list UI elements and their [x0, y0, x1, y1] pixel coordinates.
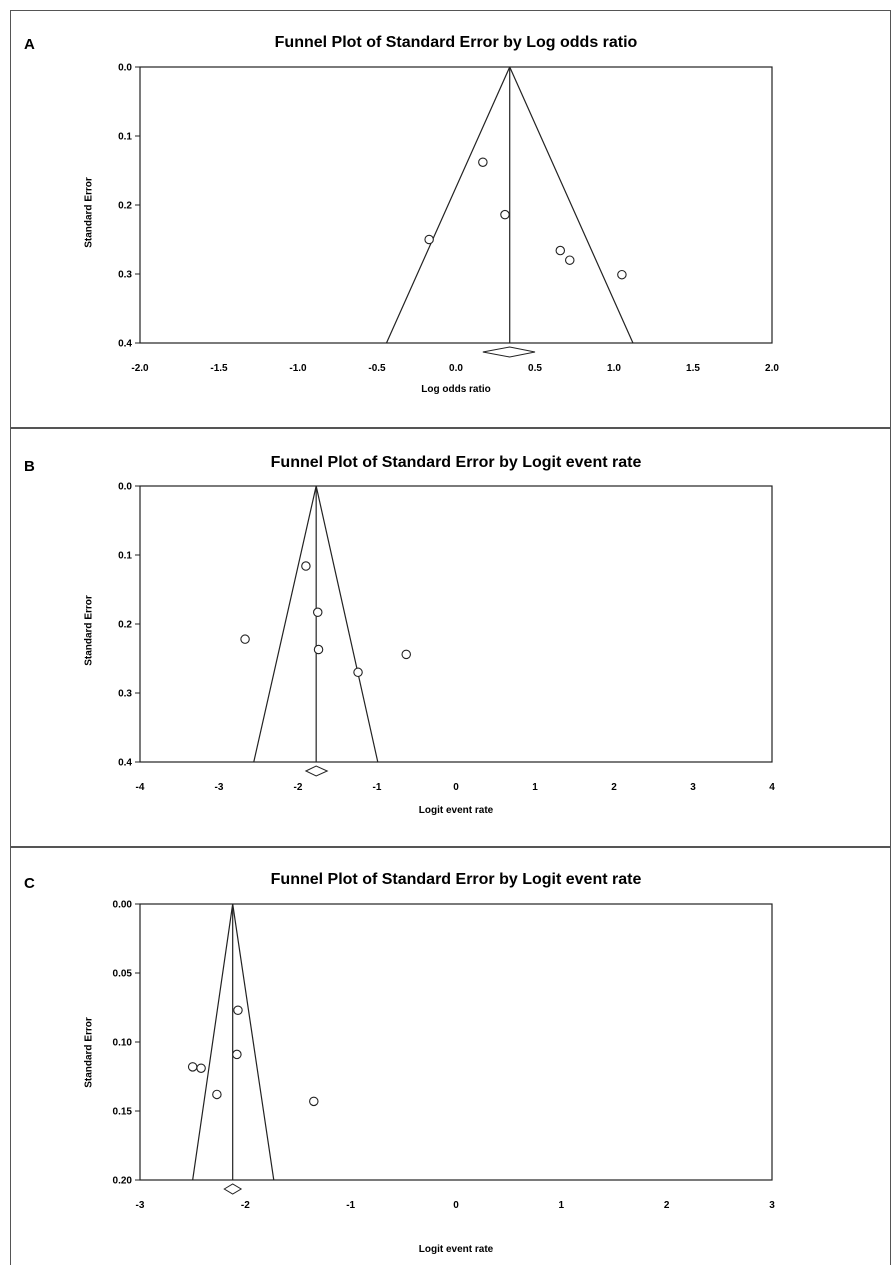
x-tick-label: 1: [532, 782, 538, 793]
x-tick-label: -0.5: [368, 363, 386, 374]
x-tick-label: -2.0: [131, 363, 149, 374]
x-axis-label: Logit event rate: [418, 1244, 494, 1255]
y-tick-label: 0.15: [113, 1107, 133, 1118]
study-point: [353, 667, 363, 678]
funnel-right-line: [232, 903, 275, 1181]
x-tick-label: -2: [294, 782, 303, 793]
x-tick-label: 3: [690, 782, 696, 793]
plot-area-border: [139, 485, 773, 763]
study-point: [500, 209, 510, 220]
x-tick-label: 2.0: [765, 363, 779, 374]
chart-title: Funnel Plot of Standard Error by Logit e…: [270, 871, 642, 888]
x-tick-label: -1: [346, 1200, 355, 1211]
y-tick-label: 0.00: [113, 900, 133, 911]
y-tick-label: 0.10: [113, 1038, 133, 1049]
panel-frame: [10, 847, 891, 1265]
x-tick-label: 1: [559, 1200, 565, 1211]
x-tick-label: 1.5: [686, 363, 700, 374]
y-tick-label: 0.20: [113, 1176, 133, 1187]
study-point: [233, 1005, 243, 1016]
panel-frame: [10, 428, 891, 847]
x-tick-label: 4: [769, 782, 775, 793]
x-tick-label: -2: [241, 1200, 250, 1211]
study-point: [617, 269, 627, 280]
funnel-left-line: [192, 903, 234, 1181]
y-tick-label: 0.1: [118, 551, 132, 562]
summary-diamond: [223, 1183, 243, 1195]
x-tick-label: -1: [373, 782, 382, 793]
study-point: [313, 644, 324, 655]
chart-title: Funnel Plot of Standard Error by Logit e…: [270, 454, 642, 471]
funnel-right-line: [509, 66, 634, 344]
panel-c: C Funnel Plot of Standard Error by Logit…: [0, 847, 893, 1265]
panel-letter: B: [24, 458, 35, 475]
x-tick-label: -3: [215, 782, 224, 793]
study-point: [212, 1089, 222, 1100]
x-tick-label: 2: [664, 1200, 670, 1211]
panel-frame: [10, 10, 891, 428]
y-tick-label: 0.0: [118, 63, 132, 74]
summary-diamond: [304, 765, 329, 777]
study-point: [187, 1062, 198, 1072]
panel-letter: C: [24, 875, 35, 892]
plot-area-border: [139, 903, 773, 1181]
y-tick-label: 0.0: [118, 482, 132, 493]
x-tick-label: -4: [136, 782, 145, 793]
study-point: [312, 607, 323, 618]
study-point: [424, 234, 434, 245]
x-tick-label: 2: [611, 782, 617, 793]
x-tick-label: -3: [136, 1200, 145, 1211]
study-point: [301, 561, 311, 571]
y-tick-label: 0.3: [118, 689, 132, 700]
y-tick-label: 0.3: [118, 270, 132, 281]
x-tick-label: 0: [453, 1200, 459, 1211]
x-tick-label: -1.5: [210, 363, 228, 374]
study-point: [232, 1049, 242, 1060]
y-tick-label: 0.2: [118, 620, 132, 631]
panel-letter: A: [24, 36, 35, 53]
study-point: [309, 1096, 319, 1107]
funnel-left-line: [253, 485, 317, 763]
x-tick-label: 0: [453, 782, 459, 793]
panel-a: A Funnel Plot of Standard Error by Log o…: [0, 10, 893, 428]
summary-diamond: [482, 346, 536, 358]
chart-title: Funnel Plot of Standard Error by Log odd…: [274, 34, 638, 51]
y-tick-label: 0.05: [113, 969, 133, 980]
y-tick-label: 0.4: [118, 758, 132, 769]
x-tick-label: 3: [769, 1200, 775, 1211]
y-tick-label: 0.4: [118, 339, 132, 350]
plot-area-border: [139, 66, 773, 344]
y-tick-label: 0.2: [118, 201, 132, 212]
funnel-right-line: [315, 485, 379, 763]
funnel-left-line: [385, 66, 511, 344]
study-point: [555, 245, 566, 256]
x-axis-label: Log odds ratio: [421, 384, 491, 395]
study-point: [478, 157, 488, 167]
study-point: [565, 255, 575, 265]
x-tick-label: -1.0: [289, 363, 307, 374]
y-tick-label: 0.1: [118, 132, 132, 143]
x-tick-label: 0.0: [449, 363, 463, 374]
x-tick-label: 0.5: [528, 363, 542, 374]
study-point: [196, 1063, 206, 1073]
x-axis-label: Logit event rate: [418, 805, 494, 816]
panel-b: B Funnel Plot of Standard Error by Logit…: [0, 428, 893, 847]
study-point: [240, 634, 250, 644]
x-tick-label: 1.0: [607, 363, 621, 374]
study-point: [401, 649, 411, 660]
